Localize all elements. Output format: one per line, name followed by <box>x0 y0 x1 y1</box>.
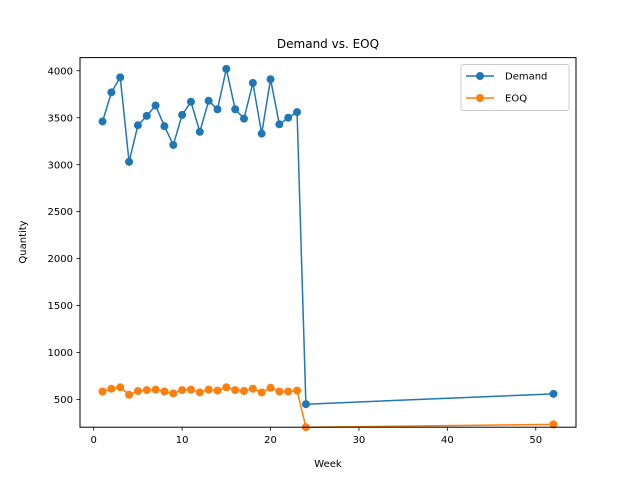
demand-point <box>195 127 204 136</box>
eoq-point <box>549 420 558 429</box>
x-tick-label: 10 <box>176 435 189 446</box>
y-tick-label: 500 <box>54 395 73 406</box>
y-tick-label: 4000 <box>48 66 73 77</box>
y-tick-label: 1000 <box>48 348 73 359</box>
eoq-point <box>222 383 231 392</box>
demand-point <box>549 389 558 398</box>
series-layer <box>98 64 558 432</box>
eoq-point <box>116 383 125 392</box>
demand-point <box>116 73 125 82</box>
demand-point <box>284 113 293 122</box>
eoq-point <box>142 386 151 395</box>
demand-point <box>107 88 116 97</box>
plot-frame <box>79 57 577 428</box>
x-axis-title: Week <box>314 459 342 470</box>
demand-point <box>186 97 195 106</box>
demand-point <box>301 400 310 409</box>
y-axis-title: Quantity <box>18 220 29 263</box>
eoq-point <box>160 387 169 396</box>
x-tick-label: 30 <box>353 435 366 446</box>
eoq-point <box>293 386 302 395</box>
y-tick-label: 2500 <box>48 207 73 218</box>
demand-point <box>133 121 142 130</box>
demand-point <box>293 108 302 117</box>
demand-point <box>204 96 213 105</box>
demand-point <box>275 120 284 129</box>
y-tick-label: 3000 <box>48 160 73 171</box>
demand-point <box>266 75 275 84</box>
y-tick-label: 2000 <box>48 254 73 265</box>
x-tick-label: 0 <box>91 435 97 446</box>
demand-point <box>98 117 107 126</box>
eoq-point <box>133 387 142 396</box>
y-tick-label: 1500 <box>48 301 73 312</box>
demand-point <box>257 129 266 138</box>
legend-demand-label: Demand <box>505 72 547 83</box>
eoq-point <box>275 387 284 396</box>
demand-point <box>222 64 231 73</box>
x-tick-label: 50 <box>529 435 542 446</box>
demand-point <box>142 111 151 120</box>
demand-point <box>178 110 187 119</box>
demand-point <box>240 114 249 123</box>
y-axis: 500 1000 1500 2000 2500 3000 3500 4000 <box>48 66 80 406</box>
eoq-point <box>98 387 107 396</box>
eoq-point <box>151 385 160 394</box>
legend-eoq-label: EOQ <box>505 94 527 105</box>
eoq-point <box>169 389 178 398</box>
x-tick-label: 20 <box>264 435 277 446</box>
y-tick-label: 3500 <box>48 113 73 124</box>
demand-point <box>151 101 160 110</box>
legend-eoq-marker <box>476 94 484 102</box>
eoq-point <box>125 390 134 399</box>
legend: Demand EOQ <box>460 64 570 111</box>
eoq-point <box>240 387 249 396</box>
demand-point <box>160 122 169 131</box>
chart-title: Demand vs. EOQ <box>277 37 379 51</box>
demand-point <box>231 105 240 114</box>
demand-point <box>125 157 134 166</box>
demand-point <box>248 78 257 87</box>
demand-point <box>213 105 222 114</box>
eoq-point <box>284 387 293 396</box>
eoq-point <box>266 383 275 392</box>
eoq-point <box>186 385 195 394</box>
eoq-point <box>195 388 204 397</box>
legend-demand-marker <box>476 72 484 80</box>
x-axis: 0 10 20 30 40 50 <box>91 427 542 446</box>
x-tick-label: 40 <box>441 435 454 446</box>
eoq-point <box>248 384 257 393</box>
eoq-point <box>231 386 240 395</box>
eoq-point <box>107 384 116 393</box>
demand-point <box>169 140 178 149</box>
eoq-point <box>178 386 187 395</box>
eoq-point <box>257 388 266 397</box>
eoq-point <box>204 385 213 394</box>
eoq-point <box>213 386 222 395</box>
